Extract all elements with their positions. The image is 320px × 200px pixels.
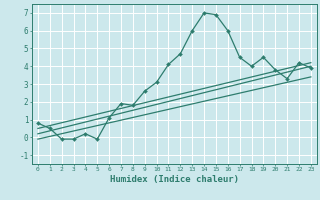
- X-axis label: Humidex (Indice chaleur): Humidex (Indice chaleur): [110, 175, 239, 184]
